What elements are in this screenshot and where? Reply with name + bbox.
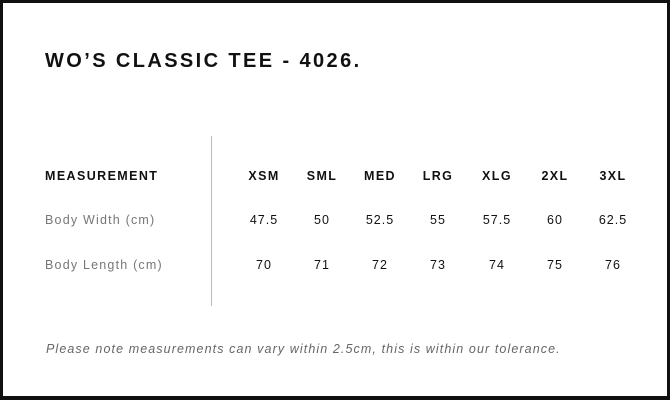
table-cell: 52.5 — [365, 213, 395, 227]
size-header: 2XL — [541, 169, 569, 183]
table-cell: 72 — [372, 258, 388, 272]
size-header: SML — [306, 169, 338, 183]
table-cell: 74 — [489, 258, 505, 272]
table-cell: 60 — [547, 213, 563, 227]
size-header: XSM — [248, 169, 280, 183]
measurement-header: MEASUREMENT — [45, 169, 159, 183]
row-label-body-length: Body Length (cm) — [45, 258, 163, 272]
table-cell: 62.5 — [598, 213, 628, 227]
table-cell: 73 — [430, 258, 446, 272]
size-header: MED — [364, 169, 396, 183]
page-title: WO’S CLASSIC TEE - 4026. — [45, 50, 362, 72]
table-cell: 57.5 — [482, 213, 512, 227]
column-divider — [211, 136, 212, 306]
table-cell: 76 — [605, 258, 621, 272]
size-header: XLG — [482, 169, 512, 183]
table-cell: 71 — [314, 258, 330, 272]
tolerance-note: Please note measurements can vary within… — [46, 342, 561, 356]
size-header: LRG — [422, 169, 454, 183]
table-cell: 50 — [314, 213, 330, 227]
size-header: 3XL — [599, 169, 627, 183]
table-cell: 47.5 — [249, 213, 279, 227]
row-label-body-width: Body Width (cm) — [45, 213, 156, 227]
table-cell: 70 — [256, 258, 272, 272]
table-cell: 75 — [547, 258, 563, 272]
table-cell: 55 — [430, 213, 446, 227]
